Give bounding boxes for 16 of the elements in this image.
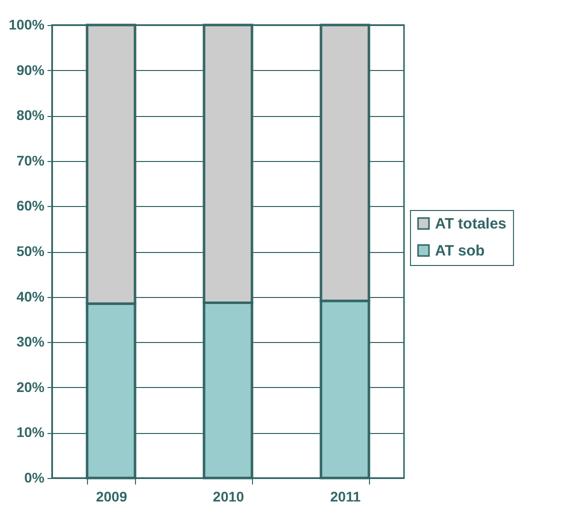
legend-label: AT totales bbox=[435, 216, 506, 232]
y-tick-label: 60% bbox=[16, 198, 46, 214]
y-tick-label: 70% bbox=[16, 152, 46, 168]
y-tick-label: 10% bbox=[16, 424, 46, 440]
y-tick-label: 40% bbox=[16, 288, 46, 304]
y-tick-label: 100% bbox=[8, 16, 46, 32]
x-tick-label: 2011 bbox=[330, 488, 361, 504]
x-tick-label: 2010 bbox=[212, 488, 244, 504]
x-tick-label: 2009 bbox=[96, 488, 128, 504]
y-tick-label: 0% bbox=[24, 470, 46, 486]
legend-label: AT sob bbox=[435, 242, 485, 260]
y-tick-label: 20% bbox=[16, 378, 46, 395]
y-tick-label: 50% bbox=[16, 243, 46, 259]
y-tick-label: 30% bbox=[16, 334, 46, 350]
y-tick-label: 90% bbox=[16, 62, 46, 78]
y-tick-label: 80% bbox=[16, 107, 46, 124]
